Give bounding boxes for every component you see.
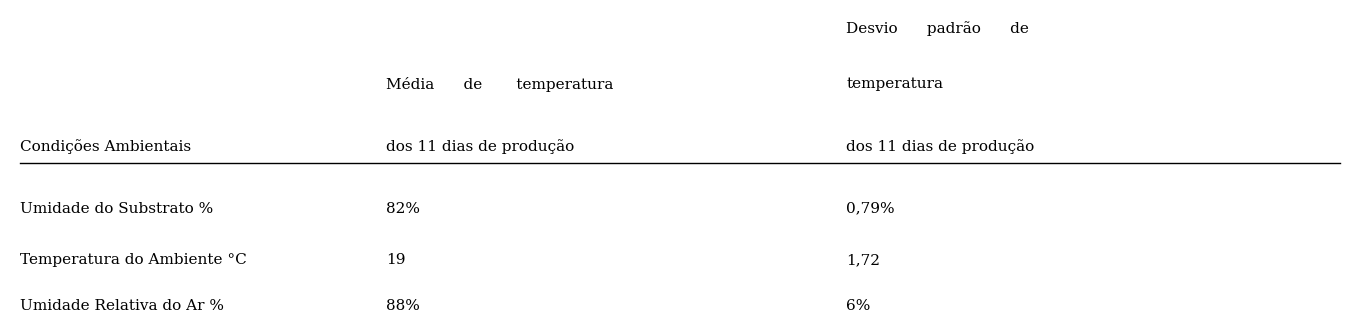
Text: Temperatura do Ambiente °C: Temperatura do Ambiente °C <box>20 253 246 267</box>
Text: Umidade do Substrato %: Umidade do Substrato % <box>20 202 214 216</box>
Text: 82%: 82% <box>386 202 420 216</box>
Text: Média      de       temperatura: Média de temperatura <box>386 77 613 92</box>
Text: 88%: 88% <box>386 299 420 313</box>
Text: dos 11 dias de produção: dos 11 dias de produção <box>846 139 1034 154</box>
Text: 6%: 6% <box>846 299 871 313</box>
Text: 0,79%: 0,79% <box>846 202 895 216</box>
Text: 1,72: 1,72 <box>846 253 880 267</box>
Text: Desvio      padrão      de: Desvio padrão de <box>846 21 1029 36</box>
Text: dos 11 dias de produção: dos 11 dias de produção <box>386 139 574 154</box>
Text: temperatura: temperatura <box>846 77 944 91</box>
Text: Condições Ambientais: Condições Ambientais <box>20 139 191 154</box>
Text: 19: 19 <box>386 253 405 267</box>
Text: Umidade Relativa do Ar %: Umidade Relativa do Ar % <box>20 299 225 313</box>
